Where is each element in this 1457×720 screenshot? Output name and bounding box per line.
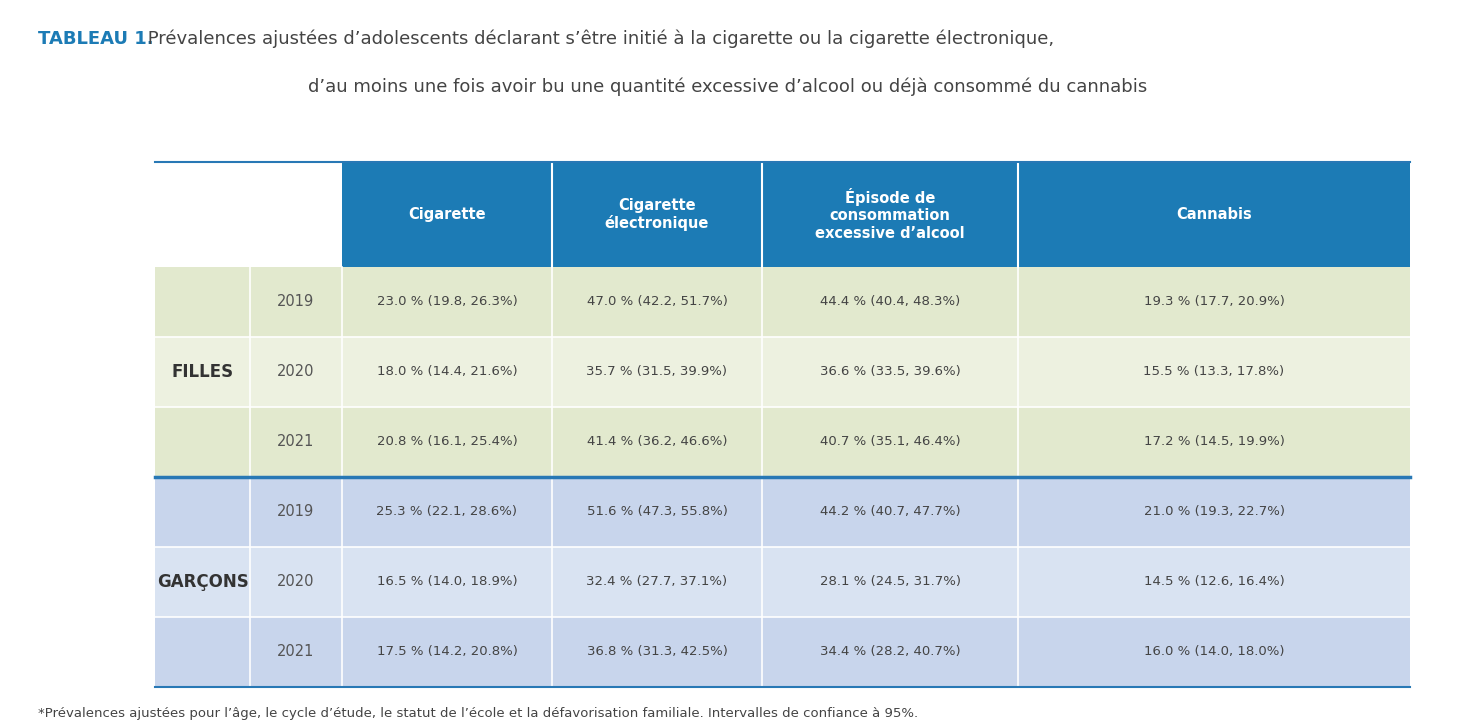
Text: 14.5 % (12.6, 16.4%): 14.5 % (12.6, 16.4%) [1144,575,1285,588]
Text: FILLES: FILLES [172,363,233,381]
Text: Cigarette: Cigarette [408,207,485,222]
Text: Épisode de
consommation
excessive d’alcool: Épisode de consommation excessive d’alco… [814,188,965,241]
Bar [154,337,1410,407]
Text: 51.6 % (47.3, 55.8%): 51.6 % (47.3, 55.8%) [587,505,727,518]
Text: 18.0 % (14.4, 21.6%): 18.0 % (14.4, 21.6%) [377,366,517,379]
Text: 16.0 % (14.0, 18.0%): 16.0 % (14.0, 18.0%) [1144,646,1284,659]
Text: 44.2 % (40.7, 47.7%): 44.2 % (40.7, 47.7%) [820,505,960,518]
Text: d’au moins une fois avoir bu une quantité excessive d’alcool ou déjà consommé du: d’au moins une fois avoir bu une quantit… [309,78,1148,96]
Text: 16.5 % (14.0, 18.9%): 16.5 % (14.0, 18.9%) [377,575,517,588]
Bar [154,407,1410,477]
Text: 2020: 2020 [277,364,315,379]
Text: 25.3 % (22.1, 28.6%): 25.3 % (22.1, 28.6%) [376,505,517,518]
Text: Prévalences ajustées d’adolescents déclarant s’être initié à la cigarette ou la : Prévalences ajustées d’adolescents décla… [141,30,1053,48]
Text: 47.0 % (42.2, 51.7%): 47.0 % (42.2, 51.7%) [587,295,727,308]
Text: GARÇONS: GARÇONS [156,573,248,591]
Text: TABLEAU 1.: TABLEAU 1. [38,30,153,48]
Text: 17.5 % (14.2, 20.8%): 17.5 % (14.2, 20.8%) [376,646,517,659]
Text: 23.0 % (19.8, 26.3%): 23.0 % (19.8, 26.3%) [376,295,517,308]
Text: 35.7 % (31.5, 39.9%): 35.7 % (31.5, 39.9%) [587,366,727,379]
Text: 32.4 % (27.7, 37.1%): 32.4 % (27.7, 37.1%) [586,575,727,588]
Text: Cigarette
électronique: Cigarette électronique [605,198,710,231]
Text: 36.8 % (31.3, 42.5%): 36.8 % (31.3, 42.5%) [587,646,727,659]
Text: 36.6 % (33.5, 39.6%): 36.6 % (33.5, 39.6%) [820,366,960,379]
Text: 41.4 % (36.2, 46.6%): 41.4 % (36.2, 46.6%) [587,436,727,449]
Bar [154,267,1410,337]
Text: 2019: 2019 [277,294,315,310]
Text: 2019: 2019 [277,505,315,520]
Text: 28.1 % (24.5, 31.7%): 28.1 % (24.5, 31.7%) [819,575,960,588]
Bar [552,162,762,267]
Text: 2021: 2021 [277,434,315,449]
Text: 15.5 % (13.3, 17.8%): 15.5 % (13.3, 17.8%) [1144,366,1285,379]
Text: 17.2 % (14.5, 19.9%): 17.2 % (14.5, 19.9%) [1144,436,1285,449]
Bar [1018,162,1410,267]
Bar [154,477,1410,547]
Text: 19.3 % (17.7, 20.9%): 19.3 % (17.7, 20.9%) [1144,295,1285,308]
Text: 34.4 % (28.2, 40.7%): 34.4 % (28.2, 40.7%) [820,646,960,659]
Text: 2020: 2020 [277,575,315,590]
Bar [154,617,1410,687]
Text: Cannabis: Cannabis [1176,207,1252,222]
Bar [762,162,1018,267]
Text: *Prévalences ajustées pour l’âge, le cycle d’étude, le statut de l’école et la d: *Prévalences ajustées pour l’âge, le cyc… [38,707,918,720]
Bar [342,162,552,267]
Text: 40.7 % (35.1, 46.4%): 40.7 % (35.1, 46.4%) [820,436,960,449]
Bar [154,547,1410,617]
Text: 2021: 2021 [277,644,315,660]
Text: 21.0 % (19.3, 22.7%): 21.0 % (19.3, 22.7%) [1144,505,1285,518]
Text: 44.4 % (40.4, 48.3%): 44.4 % (40.4, 48.3%) [820,295,960,308]
Text: 20.8 % (16.1, 25.4%): 20.8 % (16.1, 25.4%) [376,436,517,449]
